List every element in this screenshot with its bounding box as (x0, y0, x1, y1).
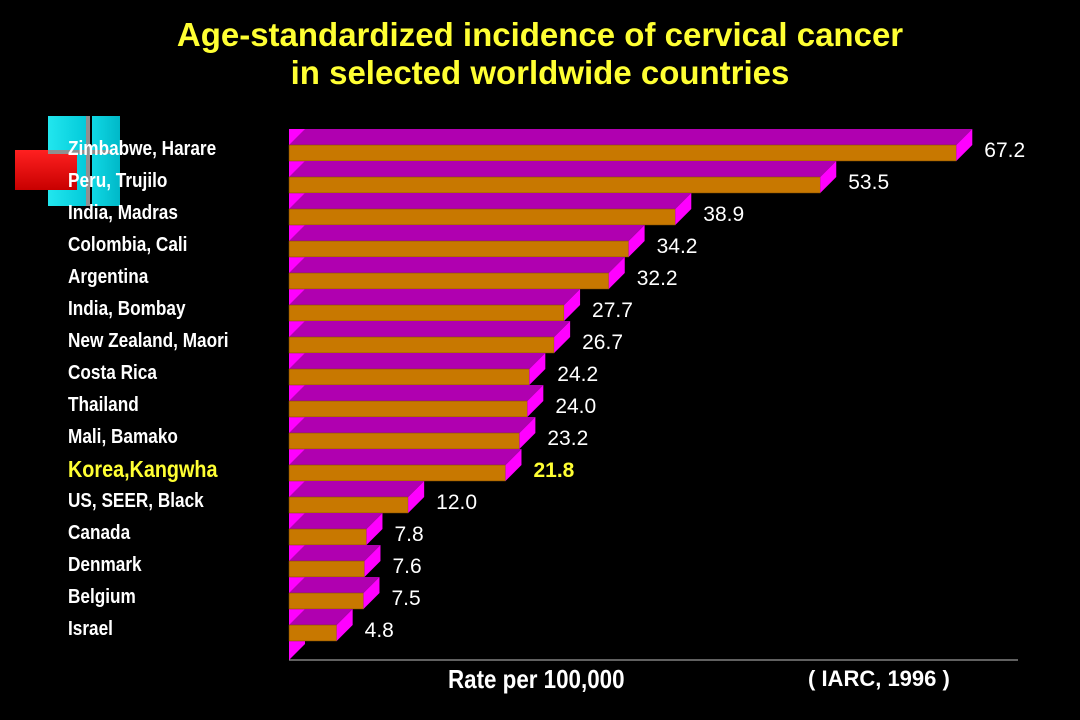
value-label: 23.2 (547, 427, 588, 450)
bar-top-face (289, 289, 581, 305)
bar-top-face (289, 129, 973, 145)
value-label: 24.2 (557, 363, 598, 386)
bar-top-face (289, 225, 645, 241)
value-label: 38.9 (703, 203, 744, 226)
category-label: Peru, Trujilo (68, 170, 168, 192)
bar (288, 336, 555, 354)
bar (288, 432, 520, 450)
bar (288, 304, 565, 322)
x-axis-label: Rate per 100,000 (448, 664, 625, 694)
bar-side-face (366, 513, 383, 545)
bar-top-face (289, 417, 536, 433)
value-label: 53.5 (848, 171, 889, 194)
bar-side-face (527, 385, 544, 417)
bar-top-face (289, 257, 625, 273)
bar-side-face (408, 481, 425, 513)
category-label: Canada (68, 522, 131, 544)
bar-side-face (628, 225, 645, 257)
decor-gray-line (48, 150, 110, 154)
value-label: 7.6 (392, 555, 421, 578)
bar-side-face (820, 161, 837, 193)
category-label: India, Bombay (68, 298, 186, 320)
category-label: India, Madras (68, 202, 178, 224)
category-label: Israel (68, 618, 113, 640)
bar (288, 240, 629, 258)
value-label: 67.2 (984, 139, 1025, 162)
value-label: 4.8 (365, 619, 394, 642)
bar-top-face (289, 161, 837, 177)
chart-title: Age-standardized incidence of cervical c… (0, 16, 1080, 92)
bar-top-face (289, 545, 381, 561)
bar-side-face (554, 321, 571, 353)
bar-top-face (289, 385, 544, 401)
bar-side-face (336, 609, 353, 641)
bar (288, 208, 676, 226)
value-label: 7.5 (391, 587, 420, 610)
category-label: Belgium (68, 586, 136, 608)
category-label: Colombia, Cali (68, 234, 188, 256)
bar-side-face (529, 353, 546, 385)
decor-cyan-square-2 (92, 116, 120, 206)
bar (288, 560, 365, 578)
decor-gray-line-2 (86, 116, 90, 206)
bar (288, 592, 364, 610)
value-label: 26.7 (582, 331, 623, 354)
decor-red-square (15, 150, 77, 190)
value-label: 21.8 (533, 459, 574, 482)
bar-top-face (289, 577, 380, 593)
bar-top-face (289, 353, 546, 369)
category-label: Costa Rica (68, 362, 157, 384)
category-label: Mali, Bamako (68, 426, 178, 448)
bar (288, 624, 337, 642)
bar (288, 528, 367, 546)
source-note: ( IARC, 1996 ) (808, 666, 950, 691)
value-label: 7.8 (394, 523, 423, 546)
category-label: Korea,Kangwha (68, 456, 218, 482)
bar-top-face (289, 321, 571, 337)
category-label: Thailand (68, 394, 139, 416)
value-label: 32.2 (637, 267, 678, 290)
value-label: 24.0 (555, 395, 596, 418)
bar-top-face (289, 513, 383, 529)
category-label: Denmark (68, 554, 142, 576)
bar-side-face (505, 449, 522, 481)
bar-side-face (364, 545, 381, 577)
bar-side-face (363, 577, 380, 609)
bar-top-face (289, 481, 425, 497)
bar-side-face (564, 289, 581, 321)
bar-side-face (608, 257, 625, 289)
bar (288, 400, 528, 418)
bar-top-face (289, 449, 522, 465)
bar-top-face (289, 609, 353, 625)
bar-top-face (289, 193, 692, 209)
bar-side-face (956, 129, 973, 161)
value-label: 12.0 (436, 491, 477, 514)
bar (288, 368, 530, 386)
category-label: Argentina (68, 266, 149, 288)
bar (288, 496, 409, 514)
bar (288, 144, 957, 162)
category-label: US, SEER, Black (68, 490, 204, 512)
bar-side-face (675, 193, 692, 225)
bar (288, 272, 609, 290)
chart-title-line-1: Age-standardized incidence of cervical c… (176, 16, 904, 53)
category-label: New Zealand, Maori (68, 330, 229, 352)
chart-title-line-2: in selected worldwide countries (290, 54, 790, 91)
bar-side-face (519, 417, 536, 449)
value-label: 27.7 (592, 299, 633, 322)
bar (288, 176, 821, 194)
value-label: 34.2 (657, 235, 698, 258)
category-label: Zimbabwe, Harare (68, 138, 217, 160)
bar (288, 464, 506, 482)
